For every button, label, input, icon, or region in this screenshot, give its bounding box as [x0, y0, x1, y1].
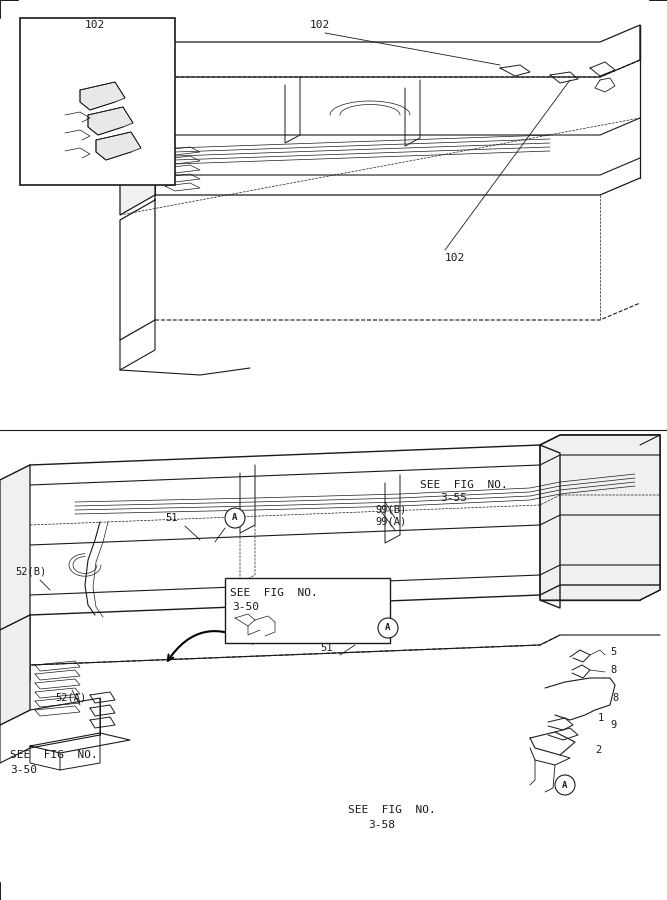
Text: 3-55: 3-55 — [440, 493, 467, 503]
Text: 99(B): 99(B) — [375, 505, 406, 515]
Text: 51: 51 — [165, 513, 177, 523]
Text: 51: 51 — [320, 643, 333, 653]
Text: A: A — [562, 780, 568, 789]
Text: A: A — [232, 514, 237, 523]
Circle shape — [225, 508, 245, 528]
Text: SEE  FIG  NO.: SEE FIG NO. — [230, 588, 317, 598]
Polygon shape — [88, 107, 133, 135]
Text: 3-50: 3-50 — [10, 765, 37, 775]
Text: SEE  FIG  NO.: SEE FIG NO. — [10, 750, 98, 760]
Text: 52(B): 52(B) — [15, 567, 46, 577]
Circle shape — [378, 618, 398, 638]
Polygon shape — [0, 465, 30, 630]
Text: 102: 102 — [85, 20, 105, 30]
Polygon shape — [540, 435, 660, 600]
Polygon shape — [80, 82, 125, 110]
Text: SEE  FIG  NO.: SEE FIG NO. — [420, 480, 508, 490]
Text: 3-58: 3-58 — [368, 820, 395, 830]
Circle shape — [555, 775, 575, 795]
Polygon shape — [540, 445, 640, 600]
Polygon shape — [0, 615, 30, 725]
Bar — [225, 578, 390, 643]
Text: 102: 102 — [445, 253, 466, 263]
Text: 5: 5 — [610, 647, 616, 657]
Polygon shape — [540, 435, 660, 600]
Text: 102: 102 — [310, 20, 330, 30]
Polygon shape — [96, 132, 141, 160]
Polygon shape — [120, 42, 155, 215]
Text: 2: 2 — [595, 745, 601, 755]
Text: 8: 8 — [612, 693, 618, 703]
Bar — [20, 18, 175, 185]
Text: 8: 8 — [610, 665, 616, 675]
Text: SEE  FIG  NO.: SEE FIG NO. — [348, 805, 436, 815]
Text: A: A — [386, 624, 391, 633]
Text: 9: 9 — [610, 720, 616, 730]
Text: 52(A): 52(A) — [55, 693, 86, 703]
Text: 3-50: 3-50 — [232, 602, 259, 612]
Text: 1: 1 — [598, 713, 604, 723]
Text: 99(A): 99(A) — [375, 517, 406, 527]
